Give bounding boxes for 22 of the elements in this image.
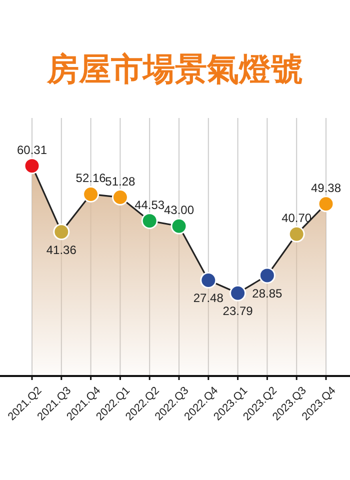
data-label: 27.48 [193, 291, 224, 306]
point [200, 272, 217, 288]
point [258, 267, 276, 284]
point [230, 284, 246, 302]
point [24, 158, 40, 174]
data-label: 52.16 [76, 171, 106, 186]
data-label: 41.36 [46, 242, 77, 257]
point [318, 196, 334, 212]
data-label: 60.31 [16, 142, 48, 157]
point [112, 189, 128, 206]
data-label: 43.00 [164, 203, 194, 218]
data-label: 23.79 [222, 304, 254, 318]
data-label: 44.53 [134, 198, 165, 212]
point [141, 212, 158, 230]
point [53, 224, 70, 240]
title: 房屋市場景氣燈號 [47, 50, 303, 88]
point [82, 186, 100, 202]
point [288, 226, 305, 242]
data-label: 49.38 [310, 180, 342, 195]
point [170, 218, 188, 234]
data-label: 28.85 [252, 286, 283, 300]
data-label: 51.28 [105, 174, 136, 188]
